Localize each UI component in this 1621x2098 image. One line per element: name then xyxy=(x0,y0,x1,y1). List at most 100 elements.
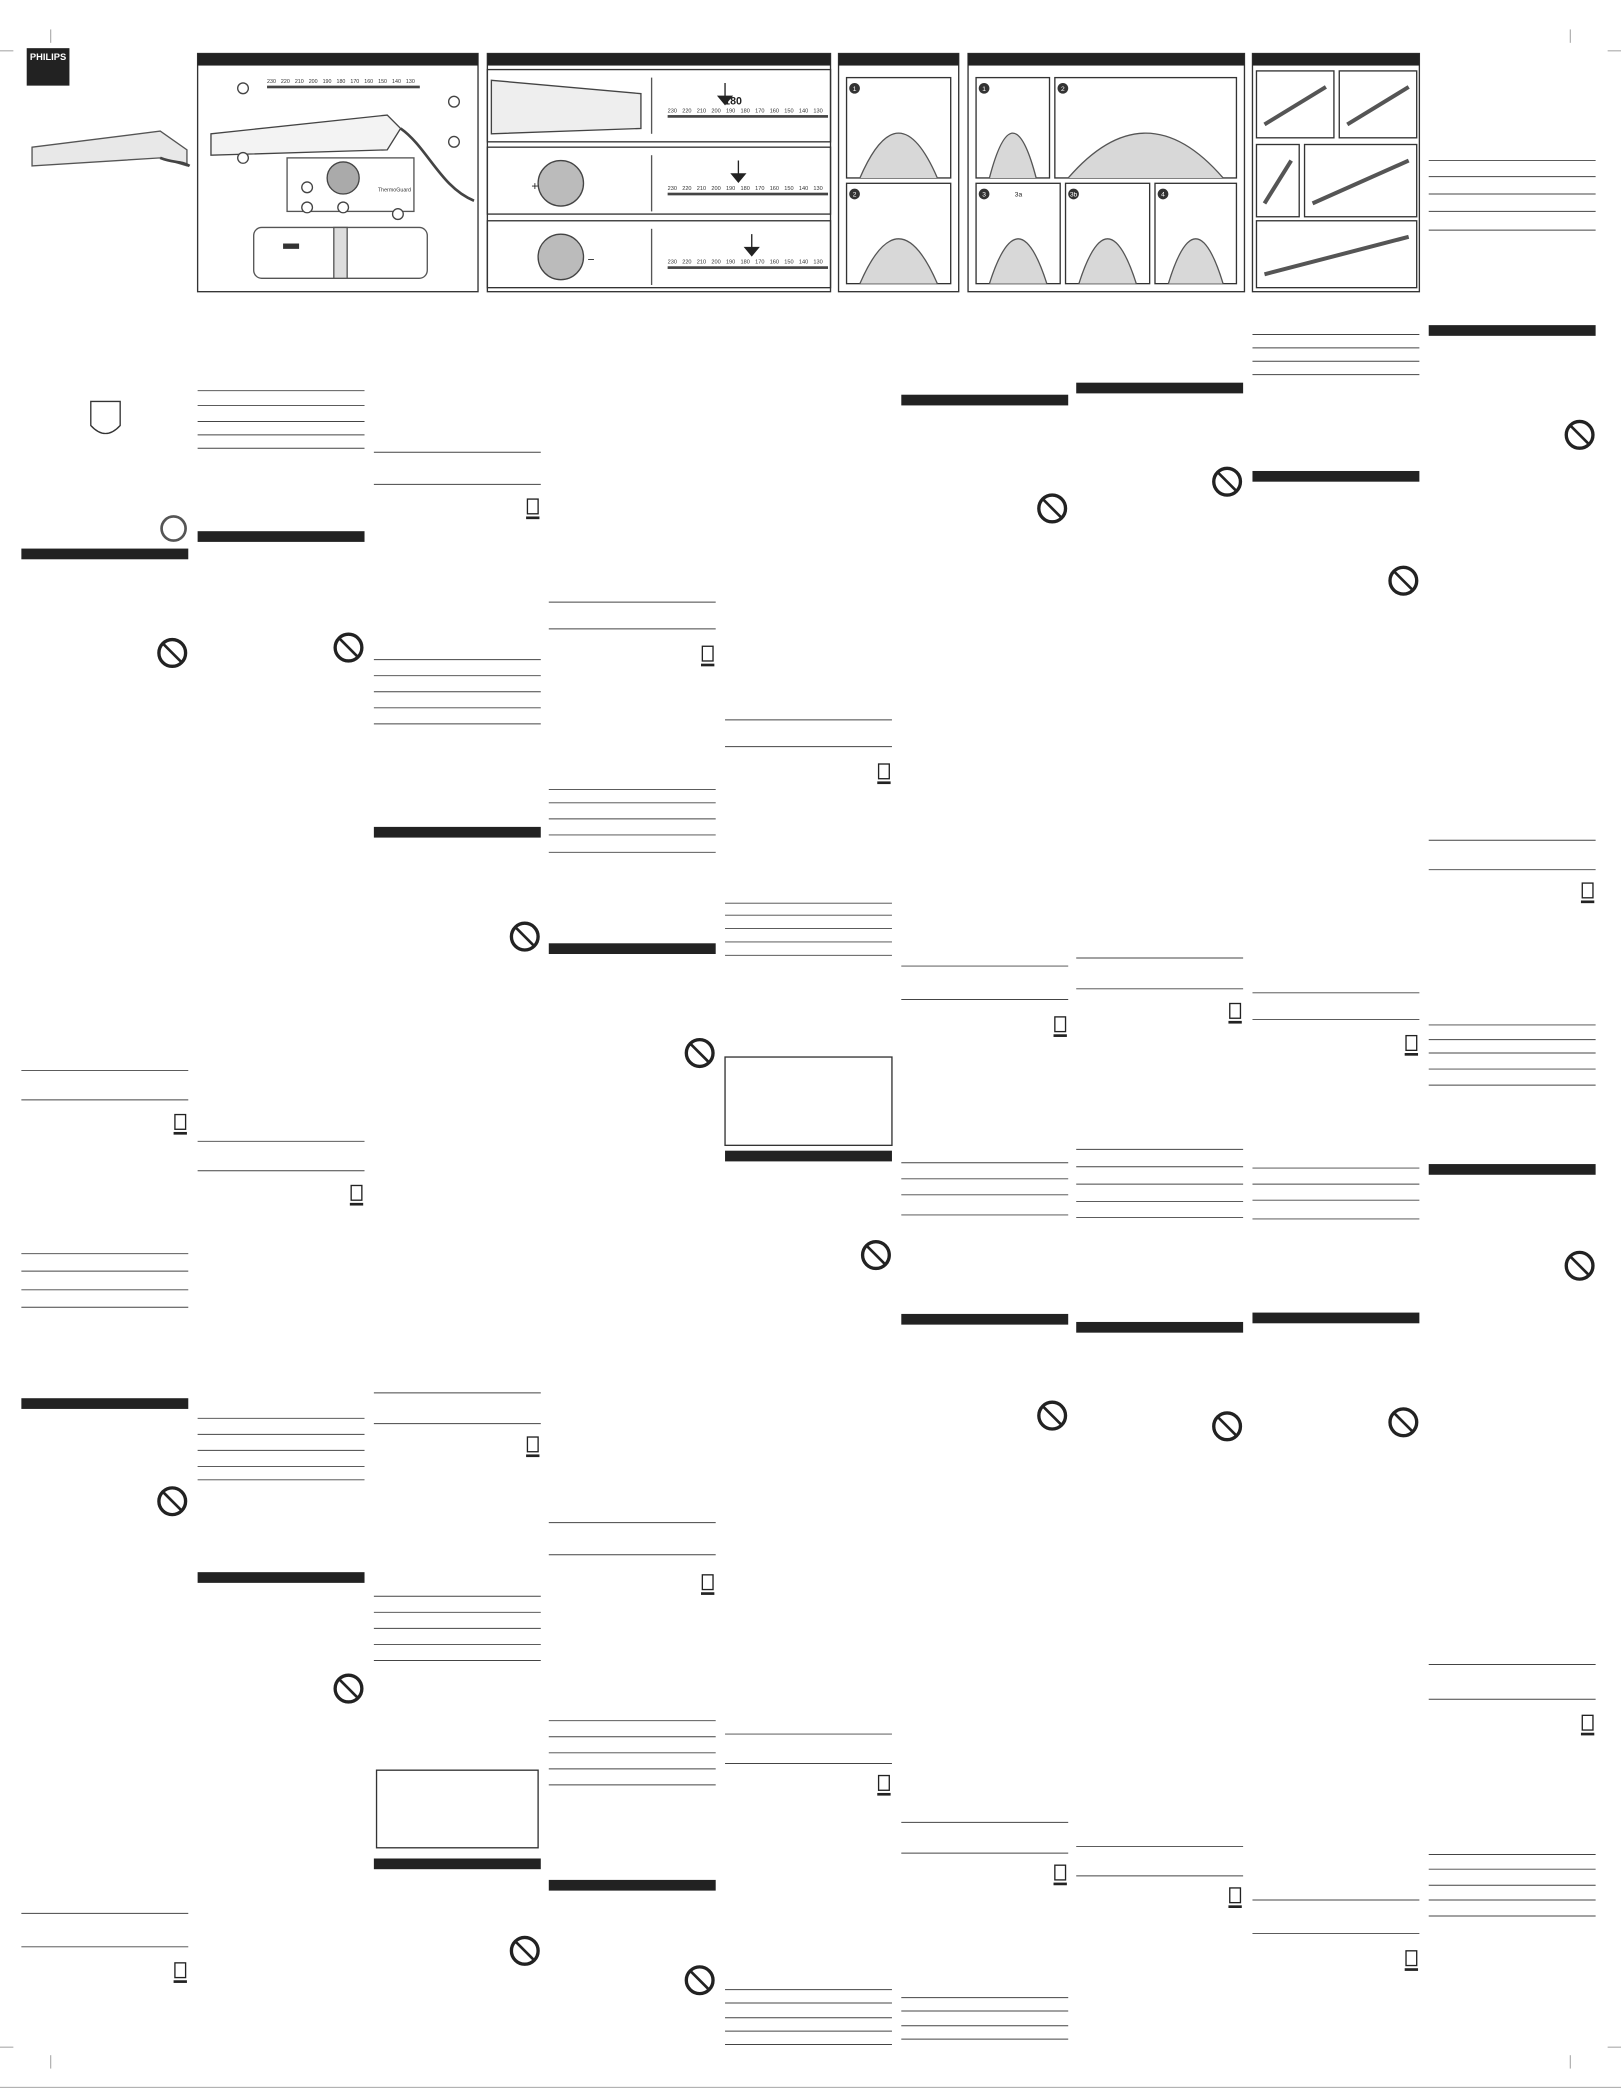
temp-label: 210 xyxy=(697,260,706,266)
section-bar xyxy=(21,548,189,560)
no-bath-slash xyxy=(338,637,359,658)
weee-bar xyxy=(173,1131,187,1135)
brand: PHILIPS xyxy=(30,52,66,62)
no-bath-slash xyxy=(161,1490,183,1512)
temp-label: 220 xyxy=(682,108,691,114)
device-cord xyxy=(399,127,475,202)
no-bath-slash xyxy=(1393,570,1414,592)
callout xyxy=(447,135,460,148)
no-bath-slash xyxy=(865,1244,887,1266)
recycle-icon xyxy=(160,515,187,542)
section-bar xyxy=(197,1572,365,1583)
temp-label: 140 xyxy=(799,108,808,114)
temp-label: 190 xyxy=(726,260,735,266)
temp-label: 160 xyxy=(770,108,779,114)
weee-bar xyxy=(877,1792,891,1796)
panel-header xyxy=(838,53,959,66)
note-box xyxy=(724,1056,893,1147)
no-bath-slash xyxy=(161,642,183,664)
section-bar xyxy=(373,826,541,838)
temp-label: 220 xyxy=(682,186,691,192)
no-bath-slash xyxy=(1569,424,1590,446)
temp-label: 190 xyxy=(726,108,735,114)
storage-figure xyxy=(1263,85,1327,127)
step-number: 4 xyxy=(1161,192,1165,199)
temp-label: 230 xyxy=(267,79,276,85)
section-bar xyxy=(1076,382,1244,394)
storage-figure xyxy=(1346,85,1410,127)
step-number: 2 xyxy=(853,192,857,199)
hair-figure xyxy=(1078,238,1137,284)
section-bar xyxy=(21,1398,189,1409)
weee-bar xyxy=(1404,1053,1419,1056)
temp-label: 170 xyxy=(755,186,764,192)
weee-bar xyxy=(1053,1034,1067,1037)
temp-label: 210 xyxy=(295,79,304,85)
weee-bar xyxy=(877,781,891,785)
temp-label: 160 xyxy=(770,260,779,266)
figure-frame xyxy=(1338,70,1418,139)
section-bar xyxy=(197,531,365,542)
dial-sign: − xyxy=(588,253,595,267)
weee-bin xyxy=(174,1962,187,1979)
step-badge xyxy=(1057,82,1069,94)
no-bath-slash xyxy=(514,1940,536,1962)
temp-label: 200 xyxy=(711,260,720,266)
storage-figure xyxy=(1311,158,1410,206)
temp-label: 180 xyxy=(741,108,750,114)
temp-label: 190 xyxy=(323,79,332,85)
section-bar xyxy=(1428,1164,1596,1175)
hair-figure xyxy=(859,238,938,284)
step-number: 2 xyxy=(1061,86,1065,93)
row-frame xyxy=(486,68,832,143)
weee-bar xyxy=(1053,1882,1067,1886)
weee-bin xyxy=(1054,1864,1067,1881)
section-bar xyxy=(1252,470,1420,482)
step-number: 3a xyxy=(1015,192,1023,199)
step-number: 1 xyxy=(982,86,986,93)
feature-label: ThermoGuard xyxy=(378,187,411,193)
hair-figure xyxy=(988,132,1037,179)
weee-bar xyxy=(1404,1968,1419,1971)
indicator-arrow xyxy=(730,160,747,184)
no-bath-slash xyxy=(514,926,536,947)
temp-label: 140 xyxy=(392,79,401,85)
storage-figure xyxy=(1262,159,1293,205)
no-bath-slash xyxy=(689,1042,710,1064)
weee-bin xyxy=(526,1436,539,1453)
weee-bar xyxy=(1228,1020,1242,1024)
no-bath-slash xyxy=(1041,1405,1063,1426)
hair-figure xyxy=(1167,238,1224,284)
step-badge xyxy=(1157,188,1169,200)
panel-header xyxy=(1252,53,1420,66)
highlighted-temp: 180 xyxy=(724,95,742,107)
temp-label: 170 xyxy=(755,108,764,114)
no-bath-slash xyxy=(1216,471,1238,492)
hair-figure xyxy=(859,132,938,179)
callout xyxy=(301,201,314,214)
step-number: 3b xyxy=(1070,192,1078,199)
section-bar xyxy=(1076,1321,1244,1333)
brand-block xyxy=(26,48,70,86)
section-bar xyxy=(1252,1312,1420,1324)
temp-label: 130 xyxy=(406,79,415,85)
callout xyxy=(237,82,250,95)
weee-bar xyxy=(526,516,540,520)
dial-sign: + xyxy=(531,179,538,193)
dial-closeup xyxy=(537,233,585,281)
weee-bar xyxy=(1228,1905,1242,1909)
weee-bin xyxy=(350,1184,363,1201)
temp-label: 230 xyxy=(668,260,677,266)
temp-label: 150 xyxy=(378,79,387,85)
temp-label: 190 xyxy=(726,186,735,192)
temp-label: 180 xyxy=(741,186,750,192)
section-bar xyxy=(725,1150,892,1162)
weee-bin xyxy=(1405,1950,1418,1967)
no-bath-slash xyxy=(689,1969,710,1991)
weee-bin xyxy=(1405,1034,1418,1052)
section-bar xyxy=(548,1879,716,1891)
weee-bin xyxy=(1229,1002,1242,1019)
section-bar xyxy=(373,1858,541,1870)
power-button xyxy=(301,181,314,194)
temp-label: 210 xyxy=(697,108,706,114)
